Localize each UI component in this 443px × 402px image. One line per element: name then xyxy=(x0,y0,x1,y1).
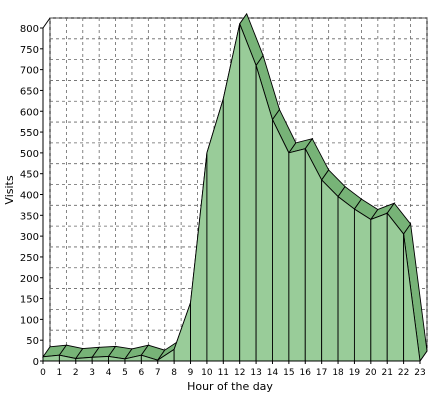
y-tick-label: 800 xyxy=(20,24,39,35)
x-tick-label: 14 xyxy=(267,368,279,378)
x-tick-label: 13 xyxy=(250,368,261,378)
area-point-14 xyxy=(272,119,290,362)
x-tick-label: 15 xyxy=(283,368,294,378)
y-tick-label: 450 xyxy=(20,170,39,181)
x-tick-label: 20 xyxy=(365,368,377,378)
y-tick-label: 700 xyxy=(20,66,39,77)
y-tick-label: 500 xyxy=(20,149,39,160)
y-tick-label: 650 xyxy=(20,86,39,97)
x-tick-label: 6 xyxy=(138,368,144,378)
area-point-20 xyxy=(370,212,388,362)
area-point-21 xyxy=(386,211,405,362)
y-tick-label: 400 xyxy=(20,191,39,202)
x-tick-label: 2 xyxy=(73,368,79,378)
x-tick-label: 12 xyxy=(234,368,245,378)
x-tick-label: 4 xyxy=(106,368,112,378)
y-tick-label: 550 xyxy=(20,128,39,139)
x-tick-label: 0 xyxy=(40,368,46,378)
y-tick-label: 100 xyxy=(20,315,39,326)
x-tick-label: 11 xyxy=(218,368,229,378)
x-tick-label: 9 xyxy=(188,368,194,378)
y-tick-label: 750 xyxy=(20,45,39,56)
x-tick-label: 16 xyxy=(300,368,312,378)
y-axis-ticks: 0 50 100 150 200 250 300 350 400 450 500 550 600 650 7… xyxy=(20,24,43,368)
x-tick-label: 19 xyxy=(349,368,361,378)
x-tick-label: 1 xyxy=(57,368,63,378)
area-point-18 xyxy=(337,195,355,362)
y-tick-label: 150 xyxy=(20,295,39,306)
area-point-19 xyxy=(353,208,372,362)
x-tick-label: 7 xyxy=(155,368,161,378)
y-tick-label: 600 xyxy=(20,107,39,118)
y-tick-label: 0 xyxy=(33,357,39,368)
area-point-22 xyxy=(403,233,421,362)
x-tick-label: 8 xyxy=(171,368,177,378)
x-tick-label: 22 xyxy=(398,368,409,378)
x-tick-label: 5 xyxy=(122,368,128,378)
y-tick-label: 250 xyxy=(20,253,39,264)
x-tick-label: 3 xyxy=(89,368,95,378)
depth-line xyxy=(42,17,51,29)
x-axis-ticks: 0 1 2 3 4 5 6 7 8 9 10 11 12 13 14 15 16 17 18 19 20 21 22 23 xyxy=(40,361,426,378)
area-point-15 xyxy=(288,148,306,362)
area-point-3 xyxy=(91,355,110,362)
y-tick-label: 200 xyxy=(20,274,39,285)
y-tick-label: 50 xyxy=(26,336,39,347)
x-tick-label: 18 xyxy=(332,368,344,378)
x-tick-label: 23 xyxy=(414,368,425,378)
area-point-16 xyxy=(304,148,323,362)
x-tick-label: 17 xyxy=(316,368,327,378)
area-point-17 xyxy=(321,178,339,362)
area-point-12 xyxy=(239,23,257,362)
area-series xyxy=(42,12,428,363)
x-axis-label: Hour of the day xyxy=(187,380,273,393)
y-tick-label: 350 xyxy=(20,211,39,222)
y-tick-label: 300 xyxy=(20,232,39,243)
x-tick-label: 10 xyxy=(201,368,213,378)
y-axis-label: Visits xyxy=(3,175,16,204)
x-tick-label: 21 xyxy=(381,368,392,378)
